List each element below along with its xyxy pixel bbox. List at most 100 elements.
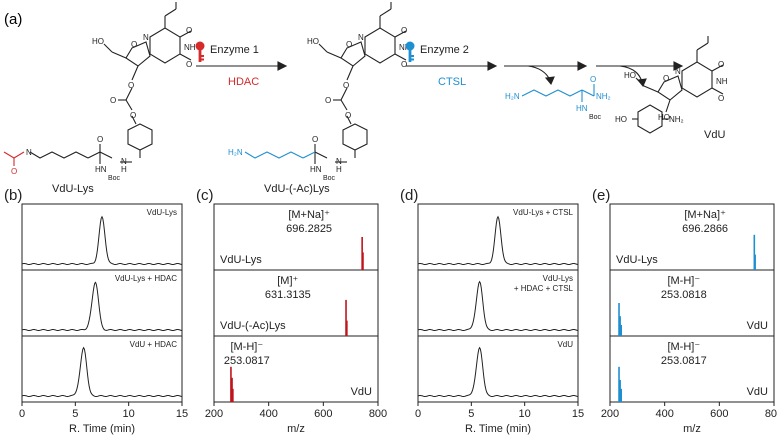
chart-panel-b: (b) 0 5 10 15 R. Time (min) VdU-Lys VdU-Lys + H…	[4, 187, 188, 435]
arrow-hdac-head	[277, 61, 288, 71]
atom-h: H	[121, 165, 127, 174]
trace-label: VdU-Lys	[543, 274, 573, 283]
trace-label: VdU-Lys + HDAC	[115, 274, 177, 283]
atom-n: N	[26, 148, 32, 157]
ion-label: [M-H]⁻	[667, 275, 700, 287]
atom-n: N	[358, 33, 364, 42]
x-tick-label: 0	[415, 408, 421, 420]
x-axis-label: R. Time (min)	[465, 423, 531, 435]
ion-label: [M-H]⁻	[230, 341, 263, 353]
atom-n: N	[143, 33, 149, 42]
atom-hn: HN	[95, 165, 107, 174]
key-icon	[195, 41, 205, 62]
compound-name-vdu-ac-lys: VdU-(-Ac)Lys	[264, 183, 330, 195]
mz-label: 696.2825	[286, 223, 332, 235]
key-icon	[405, 41, 415, 62]
mz-label: 253.0817	[224, 355, 270, 367]
atom-o: O	[131, 40, 137, 49]
atom-ho: HO	[615, 115, 627, 124]
atom-o: O	[401, 26, 407, 35]
atom-o: O	[590, 75, 596, 84]
x-tick-label: 400	[655, 408, 673, 420]
chart-panel-c: (c) 200 400 600 800 m/z [M+Na]⁺ 696.2825 VdU-Lys…	[196, 187, 387, 435]
atom-o: O	[345, 111, 351, 120]
atom-labels: O NH O N O HO O O O N H O HN Boc N O O N…	[11, 26, 728, 182]
atom-nh: NH	[716, 77, 728, 86]
enzyme-2-label: CTSL	[438, 76, 466, 88]
reaction-arrows	[196, 61, 684, 88]
atom-h2n: H₂N	[228, 148, 243, 157]
chromatogram-trace	[417, 346, 579, 397]
sugar-ring	[125, 41, 151, 67]
atom-o: O	[343, 81, 349, 90]
ion-label: [M]⁺	[277, 275, 298, 287]
mz-label: 253.0818	[661, 289, 707, 301]
atom-n: N	[675, 67, 681, 76]
x-tick-label: 0	[19, 408, 25, 420]
enzyme-2: Enzyme 2 CTSL	[405, 41, 469, 88]
atom-o: O	[130, 111, 136, 120]
x-tick-label: 800	[369, 408, 387, 420]
atom-o: O	[312, 135, 318, 144]
ion-label: [M+Na]⁺	[288, 209, 330, 221]
chart-panels: (b) 0 5 10 15 R. Time (min) VdU-Lys VdU-Lys + H…	[4, 187, 777, 435]
atom-boc: Boc	[589, 114, 602, 121]
plot-frame	[609, 203, 775, 403]
atom-boc: Boc	[323, 175, 336, 182]
mz-label: 696.2866	[682, 223, 728, 235]
x-tick-label: 200	[205, 408, 223, 420]
atom-ho: HO	[624, 71, 636, 80]
atom-nh: NH	[399, 43, 411, 52]
atom-o: O	[186, 26, 192, 35]
atom-h: H	[336, 165, 342, 174]
atom-o: O	[346, 40, 352, 49]
x-tick-label: 400	[259, 408, 277, 420]
chart-panel-e: (e) 200 400 600 800 m/z [M+Na]⁺ 696.2866 VdU-Lys…	[592, 187, 777, 435]
chart-panel-d: (d) 0 5 10 15 R. Time (min) VdU-Lys + CTSL VdU-…	[400, 187, 584, 435]
spectrum-label: VdU-(-Ac)Lys	[220, 320, 286, 332]
atom-ho: HO	[658, 113, 670, 122]
reaction-scheme	[3, 2, 724, 166]
atom-h2n: H₂N	[505, 92, 520, 101]
atom-o: O	[128, 81, 134, 90]
x-tick-label: 5	[72, 408, 78, 420]
x-tick-label: 15	[176, 408, 188, 420]
trace-label: + HDAC + CTSL	[514, 284, 574, 293]
x-tick-label: 600	[314, 408, 332, 420]
atom-o: O	[325, 96, 331, 105]
benzene-ring	[127, 123, 153, 151]
arrow-ctsl-head	[487, 61, 498, 71]
panel-label: (c)	[196, 187, 214, 204]
spectrum-label: VdU-Lys	[616, 254, 658, 266]
trace-label: VdU	[557, 340, 573, 349]
chromatogram-trace	[21, 346, 183, 397]
atom-n: N	[121, 157, 127, 166]
panel-label: (d)	[400, 187, 418, 204]
chromatogram-trace	[417, 280, 579, 331]
ion-label: [M+Na]⁺	[684, 209, 726, 221]
compound-vdu-ac-lys-structure	[244, 2, 407, 164]
acetyl-group	[3, 151, 25, 166]
mz-label: 631.3135	[265, 289, 311, 301]
atom-hn: HN	[310, 165, 322, 174]
plot-frame	[213, 203, 379, 403]
atom-o-acetyl: O	[11, 167, 17, 176]
enzyme-1-name: Enzyme 1	[210, 44, 259, 56]
atom-boc: Boc	[108, 175, 121, 182]
enzyme-1: Enzyme 1 HDAC	[195, 41, 259, 88]
chromatogram-trace	[21, 215, 183, 265]
atom-o: O	[110, 96, 116, 105]
atom-ho: HO	[307, 37, 319, 46]
x-tick-label: 10	[123, 408, 135, 420]
x-tick-label: 800	[765, 408, 777, 420]
x-tick-label: 10	[519, 408, 531, 420]
atom-o: O	[663, 74, 669, 83]
atom-o: O	[718, 60, 724, 69]
plot-frame	[21, 203, 183, 403]
spectrum-label: VdU	[351, 386, 372, 398]
compound-vdu-lys-structure	[29, 2, 192, 164]
ion-label: [M-H]⁻	[667, 341, 700, 353]
atom-ho: HO	[92, 37, 104, 46]
enzyme-1-label: HDAC	[228, 76, 259, 88]
